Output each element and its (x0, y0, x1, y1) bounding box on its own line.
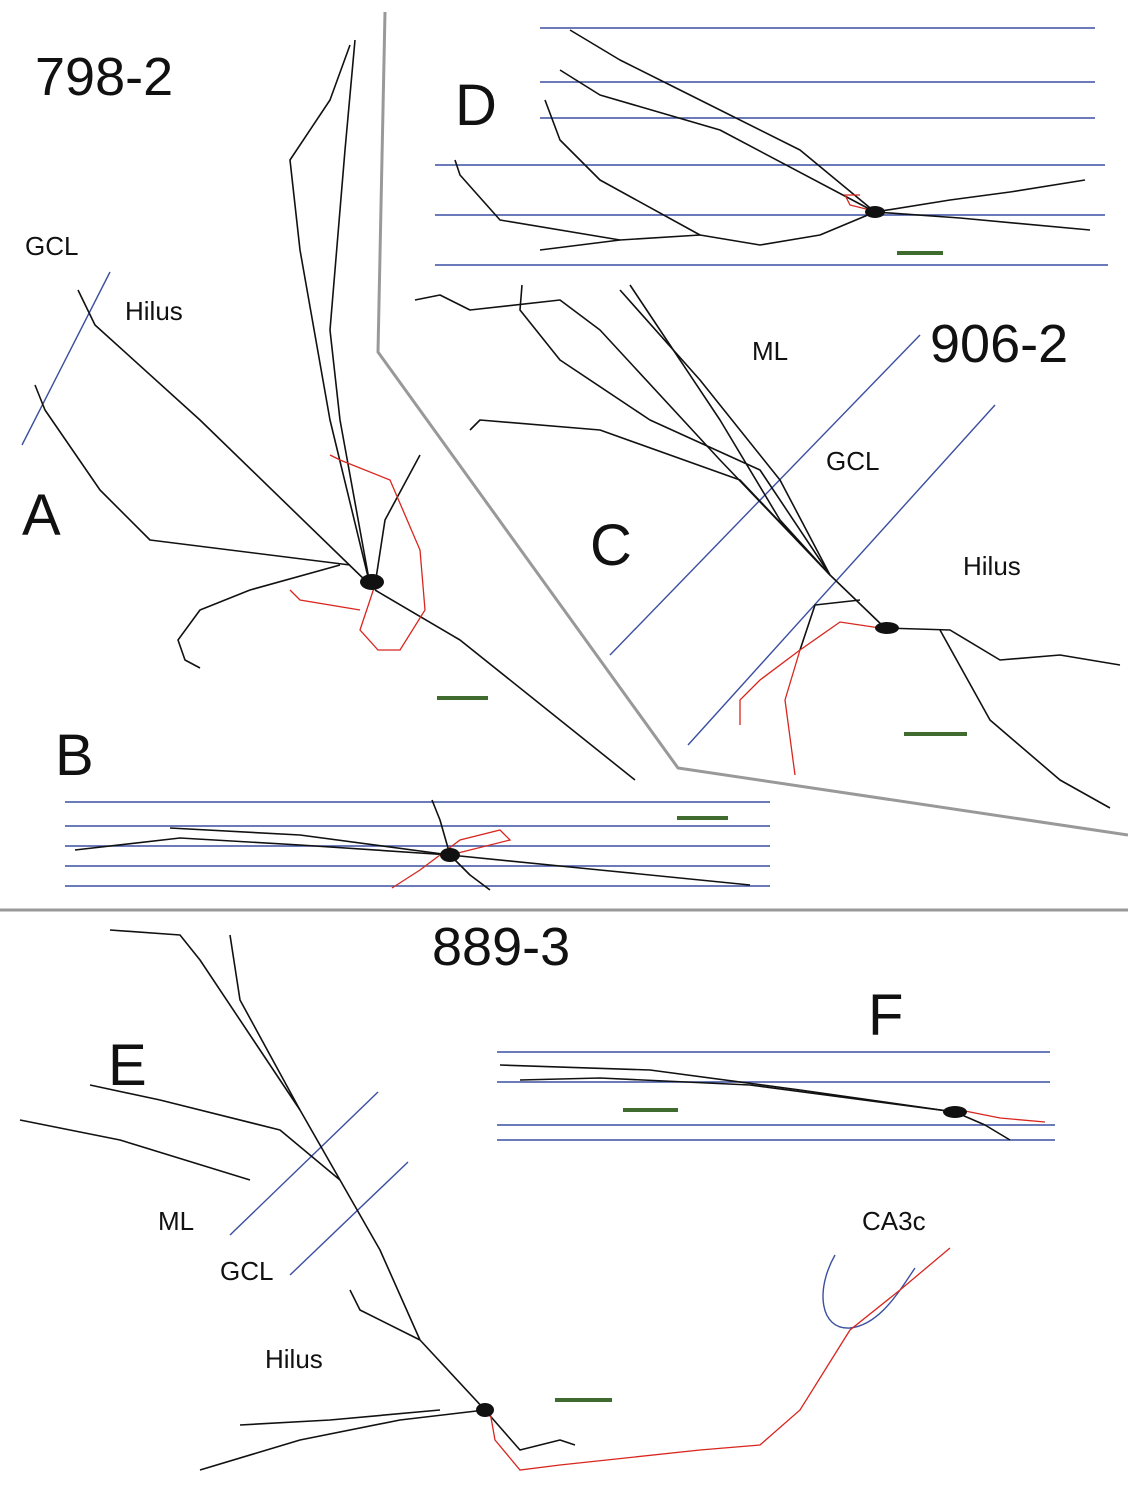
region-label: ML (158, 1206, 194, 1236)
cell-id: 889-3 (432, 917, 570, 977)
region-label: GCL (220, 1256, 273, 1286)
region-label: CA3c (862, 1206, 926, 1236)
region-label: ML (752, 336, 788, 366)
panel-b-drawing (65, 800, 770, 890)
region-label: Hilus (265, 1344, 323, 1374)
panel-label: F (868, 983, 903, 1048)
region-label: GCL (25, 231, 78, 261)
panel-label: A (22, 483, 61, 548)
panel-d-drawing (435, 28, 1108, 265)
cell-id: 798-2 (35, 47, 173, 107)
figure: 798-2 A B GCL Hilus 906-2 C D ML GCL Hil… (0, 0, 1128, 1492)
cell-id: 906-2 (930, 314, 1068, 374)
region-label: Hilus (963, 551, 1021, 581)
panel-label: B (55, 723, 94, 788)
panel-label: E (108, 1033, 147, 1098)
region-label: Hilus (125, 296, 183, 326)
panel-e-drawing (20, 930, 950, 1470)
region-label: GCL (826, 446, 879, 476)
panel-f-drawing (497, 1052, 1055, 1140)
panel-label: C (590, 513, 632, 578)
panel-label: D (455, 73, 497, 138)
panel-a-drawing (22, 40, 635, 780)
